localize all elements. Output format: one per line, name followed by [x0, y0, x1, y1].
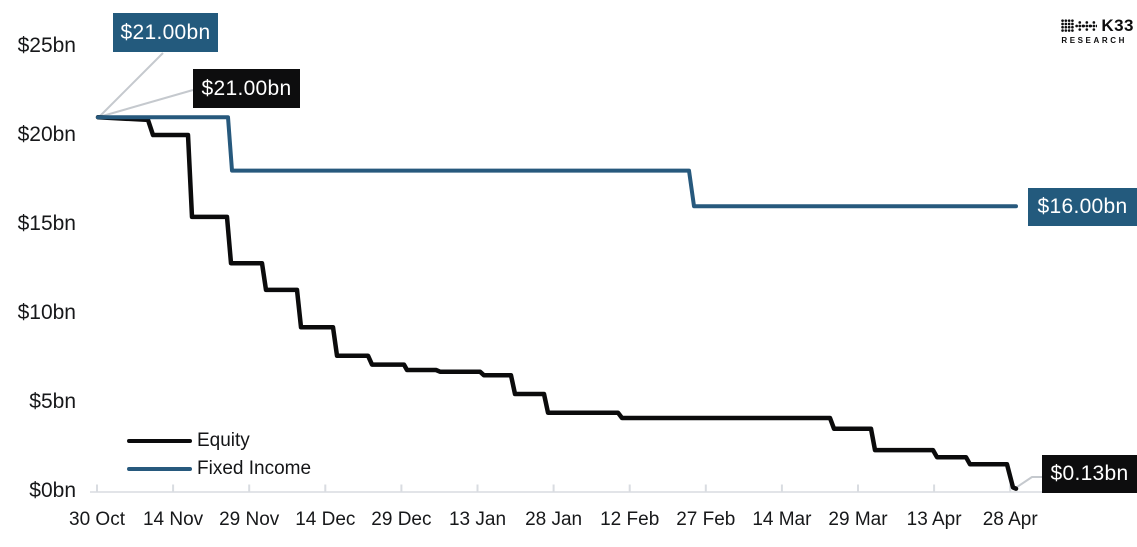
- callout-fixed-income-end: $16.00bn: [1028, 188, 1137, 226]
- callout-equity-end: $0.13bn: [1042, 455, 1137, 493]
- y-tick-label: $25bn: [17, 34, 76, 57]
- x-tick-label: 28 Apr: [982, 509, 1038, 530]
- x-tick-label: 28 Jan: [525, 509, 583, 530]
- k33-research-text: RESEARCH: [1061, 36, 1128, 45]
- legend-item-fixed-income: Fixed Income: [127, 455, 311, 483]
- y-tick-label: $0bn: [29, 479, 76, 502]
- x-tick-label: 30 Oct: [69, 509, 125, 530]
- equity-line-swatch: [127, 439, 192, 443]
- fixed-income-line-swatch: [127, 467, 192, 471]
- x-tick-label: 14 Dec: [295, 509, 356, 530]
- x-tick-label: 13 Apr: [906, 509, 962, 530]
- callout-equity-start: $21.00bn: [193, 69, 300, 108]
- x-tick-label: 13 Jan: [448, 509, 507, 530]
- y-tick-label: $10bn: [17, 301, 76, 324]
- legend-label-fixed-income: Fixed Income: [197, 458, 312, 479]
- x-tick-label: 14 Nov: [142, 509, 204, 530]
- y-tick-label: $15bn: [17, 212, 76, 235]
- x-tick-label: 14 Mar: [752, 509, 812, 530]
- y-tick-label: $5bn: [29, 390, 76, 413]
- y-tick-label: $20bn: [17, 123, 76, 146]
- legend: Equity Fixed Income: [127, 427, 311, 483]
- legend-item-equity: Equity: [127, 427, 311, 455]
- callout-fixed-income-start: $21.00bn: [113, 13, 218, 52]
- legend-label-equity: Equity: [197, 430, 250, 451]
- k33-research-logo: K33 RESEARCH: [1061, 17, 1134, 45]
- x-tick-label: 29 Mar: [828, 509, 888, 530]
- x-tick-label: 27 Feb: [676, 509, 736, 530]
- k33-dot-matrix-icon: [1061, 18, 1098, 32]
- k33-logo-row: K33: [1061, 17, 1134, 34]
- k33-brand-text: K33: [1101, 16, 1134, 35]
- x-tick-label: 29 Dec: [371, 509, 432, 530]
- x-tick-label: 29 Nov: [219, 509, 280, 530]
- x-tick-label: 12 Feb: [600, 509, 660, 530]
